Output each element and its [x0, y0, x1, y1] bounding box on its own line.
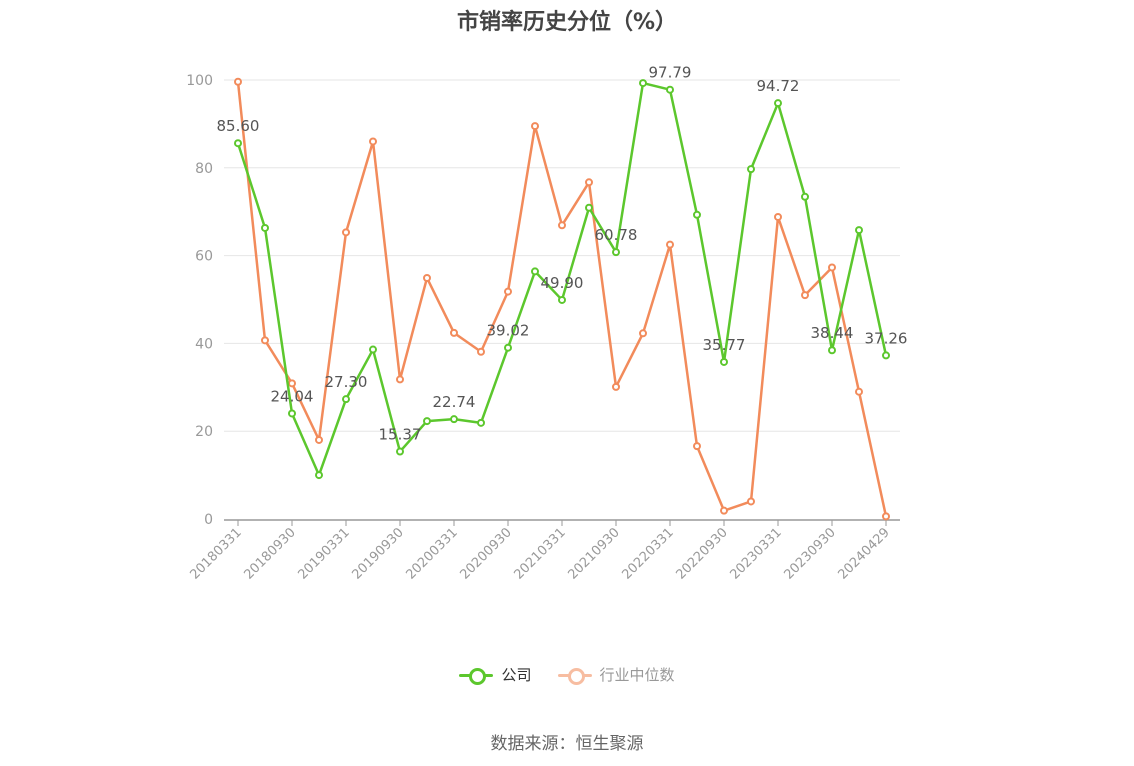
- data-label: 27.30: [325, 373, 368, 391]
- data-point-industry-median: [693, 442, 701, 451]
- data-label: 37.26: [865, 329, 908, 347]
- line-chart: 0 20 40 60 80 100 2018033120180930201903312019…: [186, 64, 908, 583]
- data-point-company: [342, 395, 350, 404]
- x-tick-label: 20200930: [457, 525, 514, 582]
- data-point-industry-median: [315, 435, 323, 444]
- data-point-industry-median: [855, 387, 863, 396]
- y-tick-label: 80: [195, 161, 213, 177]
- data-point-company: [288, 409, 296, 418]
- data-point-industry-median: [261, 336, 269, 345]
- data-point-company: [639, 79, 647, 88]
- x-tick-label: 20180331: [187, 525, 244, 582]
- legend-line-circle-icon: [459, 665, 494, 685]
- data-point-industry-median: [450, 328, 458, 337]
- data-point-industry-median: [396, 375, 404, 384]
- legend-item-company[interactable]: 公司: [459, 664, 532, 685]
- data-point-industry-median: [801, 291, 809, 300]
- data-point-company: [585, 203, 593, 212]
- x-tick-label: 20230930: [781, 525, 838, 582]
- data-point-industry-median: [477, 347, 485, 356]
- data-point-company: [369, 345, 377, 354]
- data-point-industry-median: [747, 497, 755, 506]
- data-point-company: [504, 343, 512, 352]
- data-point-industry-median: [558, 221, 566, 230]
- x-tick-label: 20230331: [727, 525, 784, 582]
- data-label: 22.74: [433, 393, 476, 411]
- data-label: 35.77: [703, 336, 746, 354]
- x-tick-label: 20240429: [835, 525, 892, 582]
- data-point-company: [612, 248, 620, 257]
- x-tick-label: 20190930: [349, 525, 406, 582]
- data-point-company: [855, 226, 863, 235]
- x-tick-label: 20200331: [403, 525, 460, 582]
- data-point-company: [531, 267, 539, 276]
- data-point-company: [801, 192, 809, 201]
- legend-label-company: 公司: [501, 666, 532, 684]
- data-point-company: [666, 85, 674, 94]
- data-point-company: [693, 210, 701, 219]
- data-point-industry-median: [882, 512, 890, 521]
- data-point-company: [315, 471, 323, 480]
- data-point-industry-median: [234, 77, 242, 86]
- data-point-industry-median: [666, 240, 674, 249]
- data-point-industry-median: [639, 329, 647, 338]
- legend-label-industry-median: 行业中位数: [599, 666, 675, 684]
- y-tick-label: 0: [204, 512, 213, 528]
- data-point-company: [747, 165, 755, 174]
- data-point-company: [882, 351, 890, 360]
- x-tick-label: 20220930: [673, 525, 730, 582]
- x-tick-label: 20210331: [511, 525, 568, 582]
- y-tick-label: 40: [195, 336, 213, 352]
- data-label: 15.37: [379, 426, 422, 444]
- y-tick-label: 20: [195, 424, 213, 440]
- data-label: 39.02: [487, 322, 530, 340]
- data-label: 38.44: [811, 324, 854, 342]
- data-label: 94.72: [757, 77, 800, 95]
- data-point-company: [234, 139, 242, 148]
- data-point-industry-median: [288, 379, 296, 388]
- legend-line-circle-icon: [557, 665, 592, 685]
- data-point-industry-median: [423, 273, 431, 282]
- x-tick-label: 20190331: [295, 525, 352, 582]
- data-source: 数据来源：恒生聚源: [490, 734, 644, 754]
- data-label: 24.04: [271, 387, 314, 405]
- chart-legend: 公司 行业中位数: [0, 664, 1134, 685]
- data-point-company: [396, 447, 404, 456]
- data-point-company: [720, 357, 728, 366]
- data-label: 85.60: [217, 117, 260, 135]
- data-label: 60.78: [595, 226, 638, 244]
- x-tick-label: 20210930: [565, 525, 622, 582]
- data-point-company: [774, 99, 782, 108]
- data-point-company: [558, 295, 566, 304]
- data-point-industry-median: [342, 228, 350, 237]
- data-point-company: [423, 417, 431, 426]
- data-point-industry-median: [774, 212, 782, 221]
- y-tick-label: 60: [195, 249, 213, 265]
- chart-title: 市销率历史分位（%）: [456, 10, 678, 35]
- data-label: 49.90: [541, 274, 584, 292]
- data-point-company: [450, 415, 458, 424]
- data-point-industry-median: [504, 287, 512, 296]
- legend-item-industry-median[interactable]: 行业中位数: [557, 664, 675, 685]
- data-point-industry-median: [612, 382, 620, 391]
- y-tick-label: 100: [186, 73, 213, 89]
- data-point-company: [477, 418, 485, 427]
- data-point-industry-median: [720, 506, 728, 515]
- data-point-company: [828, 346, 836, 355]
- data-point-industry-median: [585, 178, 593, 187]
- data-point-company: [261, 223, 269, 232]
- data-label: 97.79: [649, 64, 692, 82]
- x-tick-label: 20180930: [241, 525, 298, 582]
- data-point-industry-median: [828, 263, 836, 272]
- data-point-industry-median: [369, 137, 377, 146]
- x-tick-label: 20220331: [619, 525, 676, 582]
- data-point-industry-median: [531, 122, 539, 131]
